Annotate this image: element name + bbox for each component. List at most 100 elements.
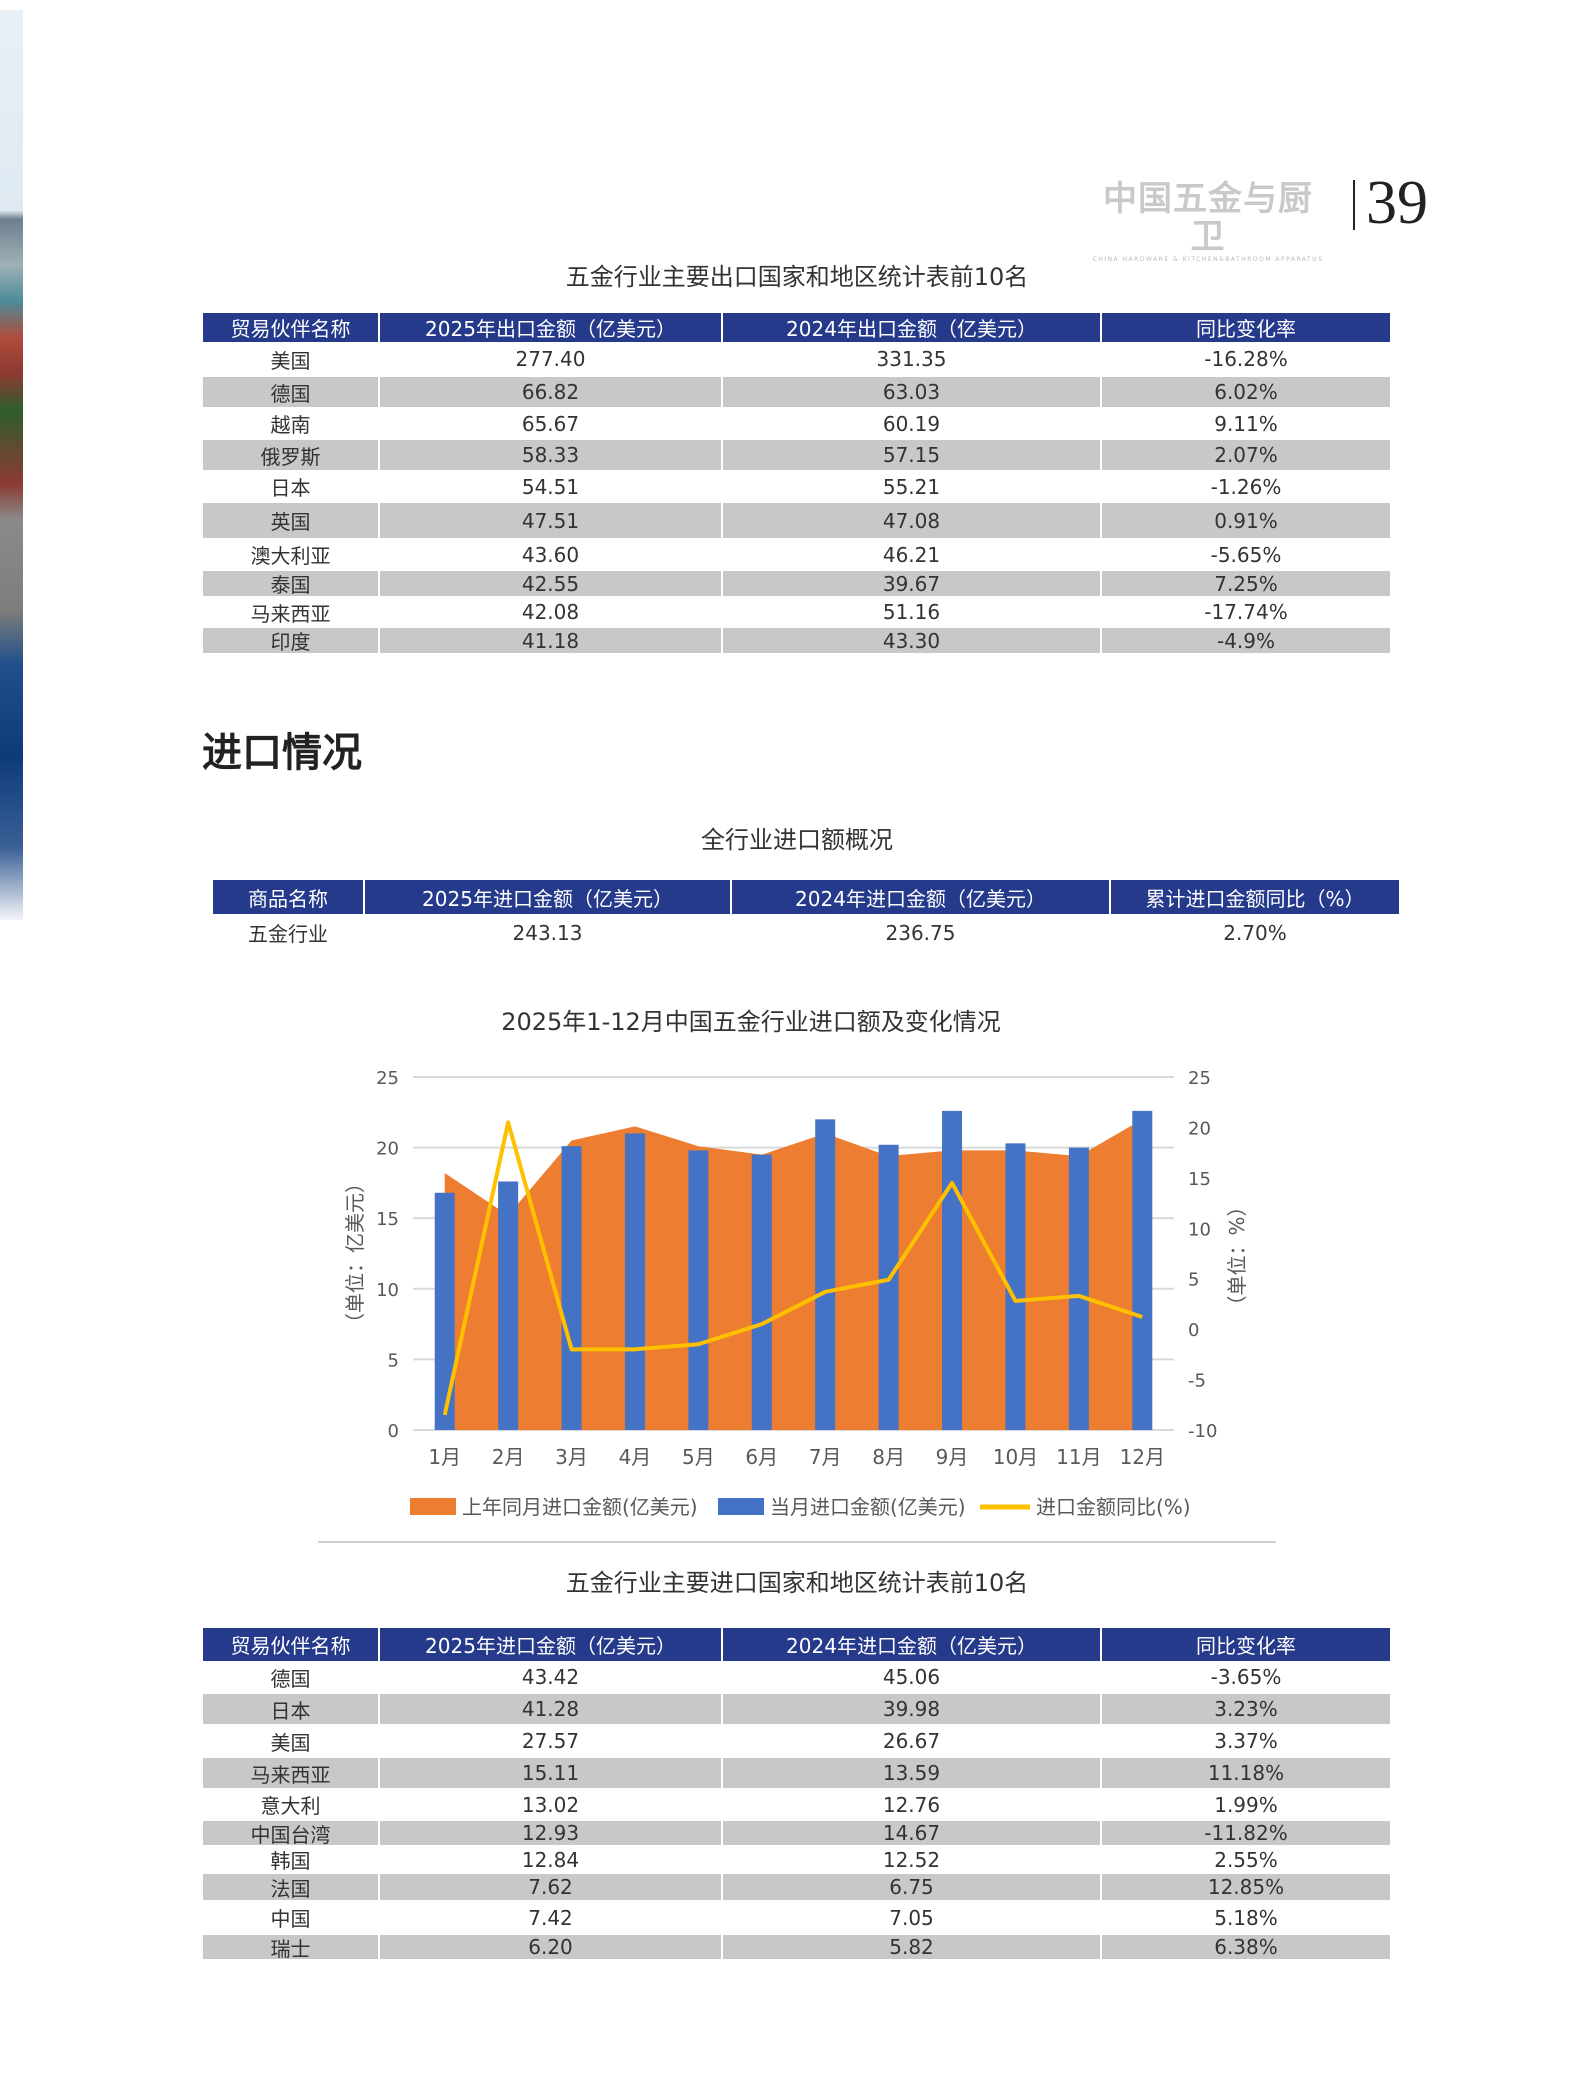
current-month-bar [751,1154,772,1430]
table-cell: 12.52 [723,1846,1102,1873]
column-header: 2025年进口金额（亿美元） [380,1628,723,1661]
table-cell: -11.82% [1102,1821,1390,1845]
table-cell: 意大利 [203,1789,380,1820]
table-cell: 日本 [203,471,380,502]
table-header: 贸易伙伴名称 2025年进口金额（亿美元） 2024年进口金额（亿美元） 同比变化率 [203,1628,1390,1661]
table-cell: 7.42 [380,1901,723,1934]
table-cell: 27.57 [380,1725,723,1757]
table-cell: 9.11% [1214,411,1278,436]
column-header: 2024年进口金额（亿美元） [723,1628,1102,1661]
column-header: 2025年出口金额（亿美元） [380,313,723,342]
table-row: 印度 41.18 43.30 -4.9% [203,628,1390,654]
table-cell: 45.06 [723,1661,1102,1693]
x-tick-label: 10月 [993,1445,1038,1469]
table-cell: 6.02% [1102,377,1390,407]
table-cell: 46.21 [723,539,1102,570]
table-cell: 马来西亚 [203,597,380,627]
table-cell: 澳大利亚 [203,539,380,570]
table-cell: 43.30 [723,628,1102,653]
y-tick-label: 25 [376,1068,399,1089]
table-row: 澳大利亚 43.60 46.21 -5.65% [203,539,1390,570]
table-cell: 66.82 [380,377,723,407]
table-cell: 14.67 [723,1821,1102,1845]
y2-tick-label: 10 [1188,1219,1211,1240]
magazine-logo: 中国五金与厨卫 CHINA HARDWARE & KITCHEN&BATHROO… [1090,180,1326,263]
table-row: 俄罗斯 58.33 57.15 2.07% [203,440,1390,470]
table-cell: 马来西亚 [203,1758,380,1788]
column-header: 累计进口金额同比（%） [1111,880,1399,914]
table-cell: 47.08 [723,503,1102,538]
table-row: 法国 7.62 6.75 12.85% [203,1874,1390,1901]
table-row: 瑞士 6.20 5.82 6.38% [203,1935,1390,1961]
current-month-bar [624,1133,645,1430]
y2-tick-label: 15 [1188,1169,1211,1190]
column-header: 商品名称 [213,880,365,914]
table-cell: 26.67 [723,1725,1102,1757]
yoy-line [442,1120,1143,1416]
table-cell: 五金行业 [213,914,365,951]
import-overview-title: 全行业进口额概况 [701,826,893,854]
table-cell: 43.60 [380,539,723,570]
x-tick-label: 2月 [492,1445,525,1469]
table-cell: 65.67 [380,408,723,439]
legend-label: 进口金额同比(%) [1036,1495,1191,1519]
table-cell: 印度 [203,628,380,654]
table-cell: 英国 [203,503,380,538]
table-cell: 7.25% [1102,571,1390,596]
table-cell: 5.82 [723,1935,1102,1959]
column-header: 同比变化率 [1102,1628,1390,1661]
table-cell: 0.91% [1102,503,1390,538]
x-tick-label: 7月 [809,1445,842,1469]
table-row: 美国 277.40 331.35 -16.28% [203,342,1390,376]
x-tick-label: 6月 [745,1445,778,1469]
table-cell: 俄罗斯 [203,440,380,470]
table-cell: 42.08 [380,597,723,627]
table-cell: 美国 [203,1725,380,1757]
table-cell: 美国 [203,342,380,376]
table-row: 马来西亚 42.08 51.16 -17.74% [203,597,1390,627]
column-header: 贸易伙伴名称 [203,313,380,342]
table-row: 日本 41.28 39.98 3.23% [203,1694,1390,1724]
table-cell: -3.65% [1210,1665,1282,1689]
y-axis-title: （单位：亿美元） [343,1173,367,1333]
table-cell: -16.28% [1204,347,1288,371]
chart-divider [318,1541,1276,1543]
table-cell: 中国台湾 [203,1821,380,1847]
current-month-bar [942,1110,963,1430]
table-row: 意大利 13.02 12.76 1.99% [203,1789,1390,1820]
table-row: 越南 65.67 60.19 9.11% [203,408,1390,439]
table-cell: 39.67 [723,571,1102,596]
table-cell: 德国 [203,1661,380,1693]
table-cell: 3.37% [1214,1729,1278,1753]
table-cell: 7.05 [723,1901,1102,1934]
import-table: 贸易伙伴名称 2025年进口金额（亿美元） 2024年进口金额（亿美元） 同比变化率德… [203,1628,1390,1961]
table-row: 泰国 42.55 39.67 7.25% [203,571,1390,597]
x-tick-label: 1月 [428,1445,461,1469]
y-tick-label: 10 [376,1280,399,1301]
current-month-bar [561,1146,582,1430]
table-cell: 42.55 [380,571,723,596]
import-overview-table: 商品名称 2025年进口金额（亿美元） 2024年进口金额（亿美元） 累计进口金额同比… [213,880,1399,952]
table-cell: 中国 [203,1901,380,1934]
table-cell: 51.16 [723,597,1102,627]
table-cell: 60.19 [723,408,1102,439]
table-cell: 3.23% [1102,1694,1390,1724]
table-cell: 2.55% [1214,1847,1278,1872]
table-cell: 日本 [203,1694,380,1724]
current-month-bar [688,1150,709,1430]
y-tick-label: 15 [376,1209,399,1230]
table-cell: 德国 [203,377,380,407]
logo-english: CHINA HARDWARE & KITCHEN&BATHROOM APPARA… [1092,256,1324,263]
table-row: 韩国 12.84 12.52 2.55% [203,1846,1390,1873]
x-tick-label: 8月 [872,1445,905,1469]
y2-tick-label: -10 [1188,1421,1217,1442]
current-month-bar [434,1192,455,1430]
x-tick-label: 5月 [682,1445,715,1469]
column-header: 2024年出口金额（亿美元） [723,313,1102,342]
table-cell: 6.38% [1102,1935,1390,1959]
table-cell: 5.18% [1214,1905,1278,1930]
section-heading: 进口情况 [202,730,362,776]
table-cell: 58.33 [380,440,723,470]
logo-chinese: 中国五金与厨卫 [1103,179,1313,257]
